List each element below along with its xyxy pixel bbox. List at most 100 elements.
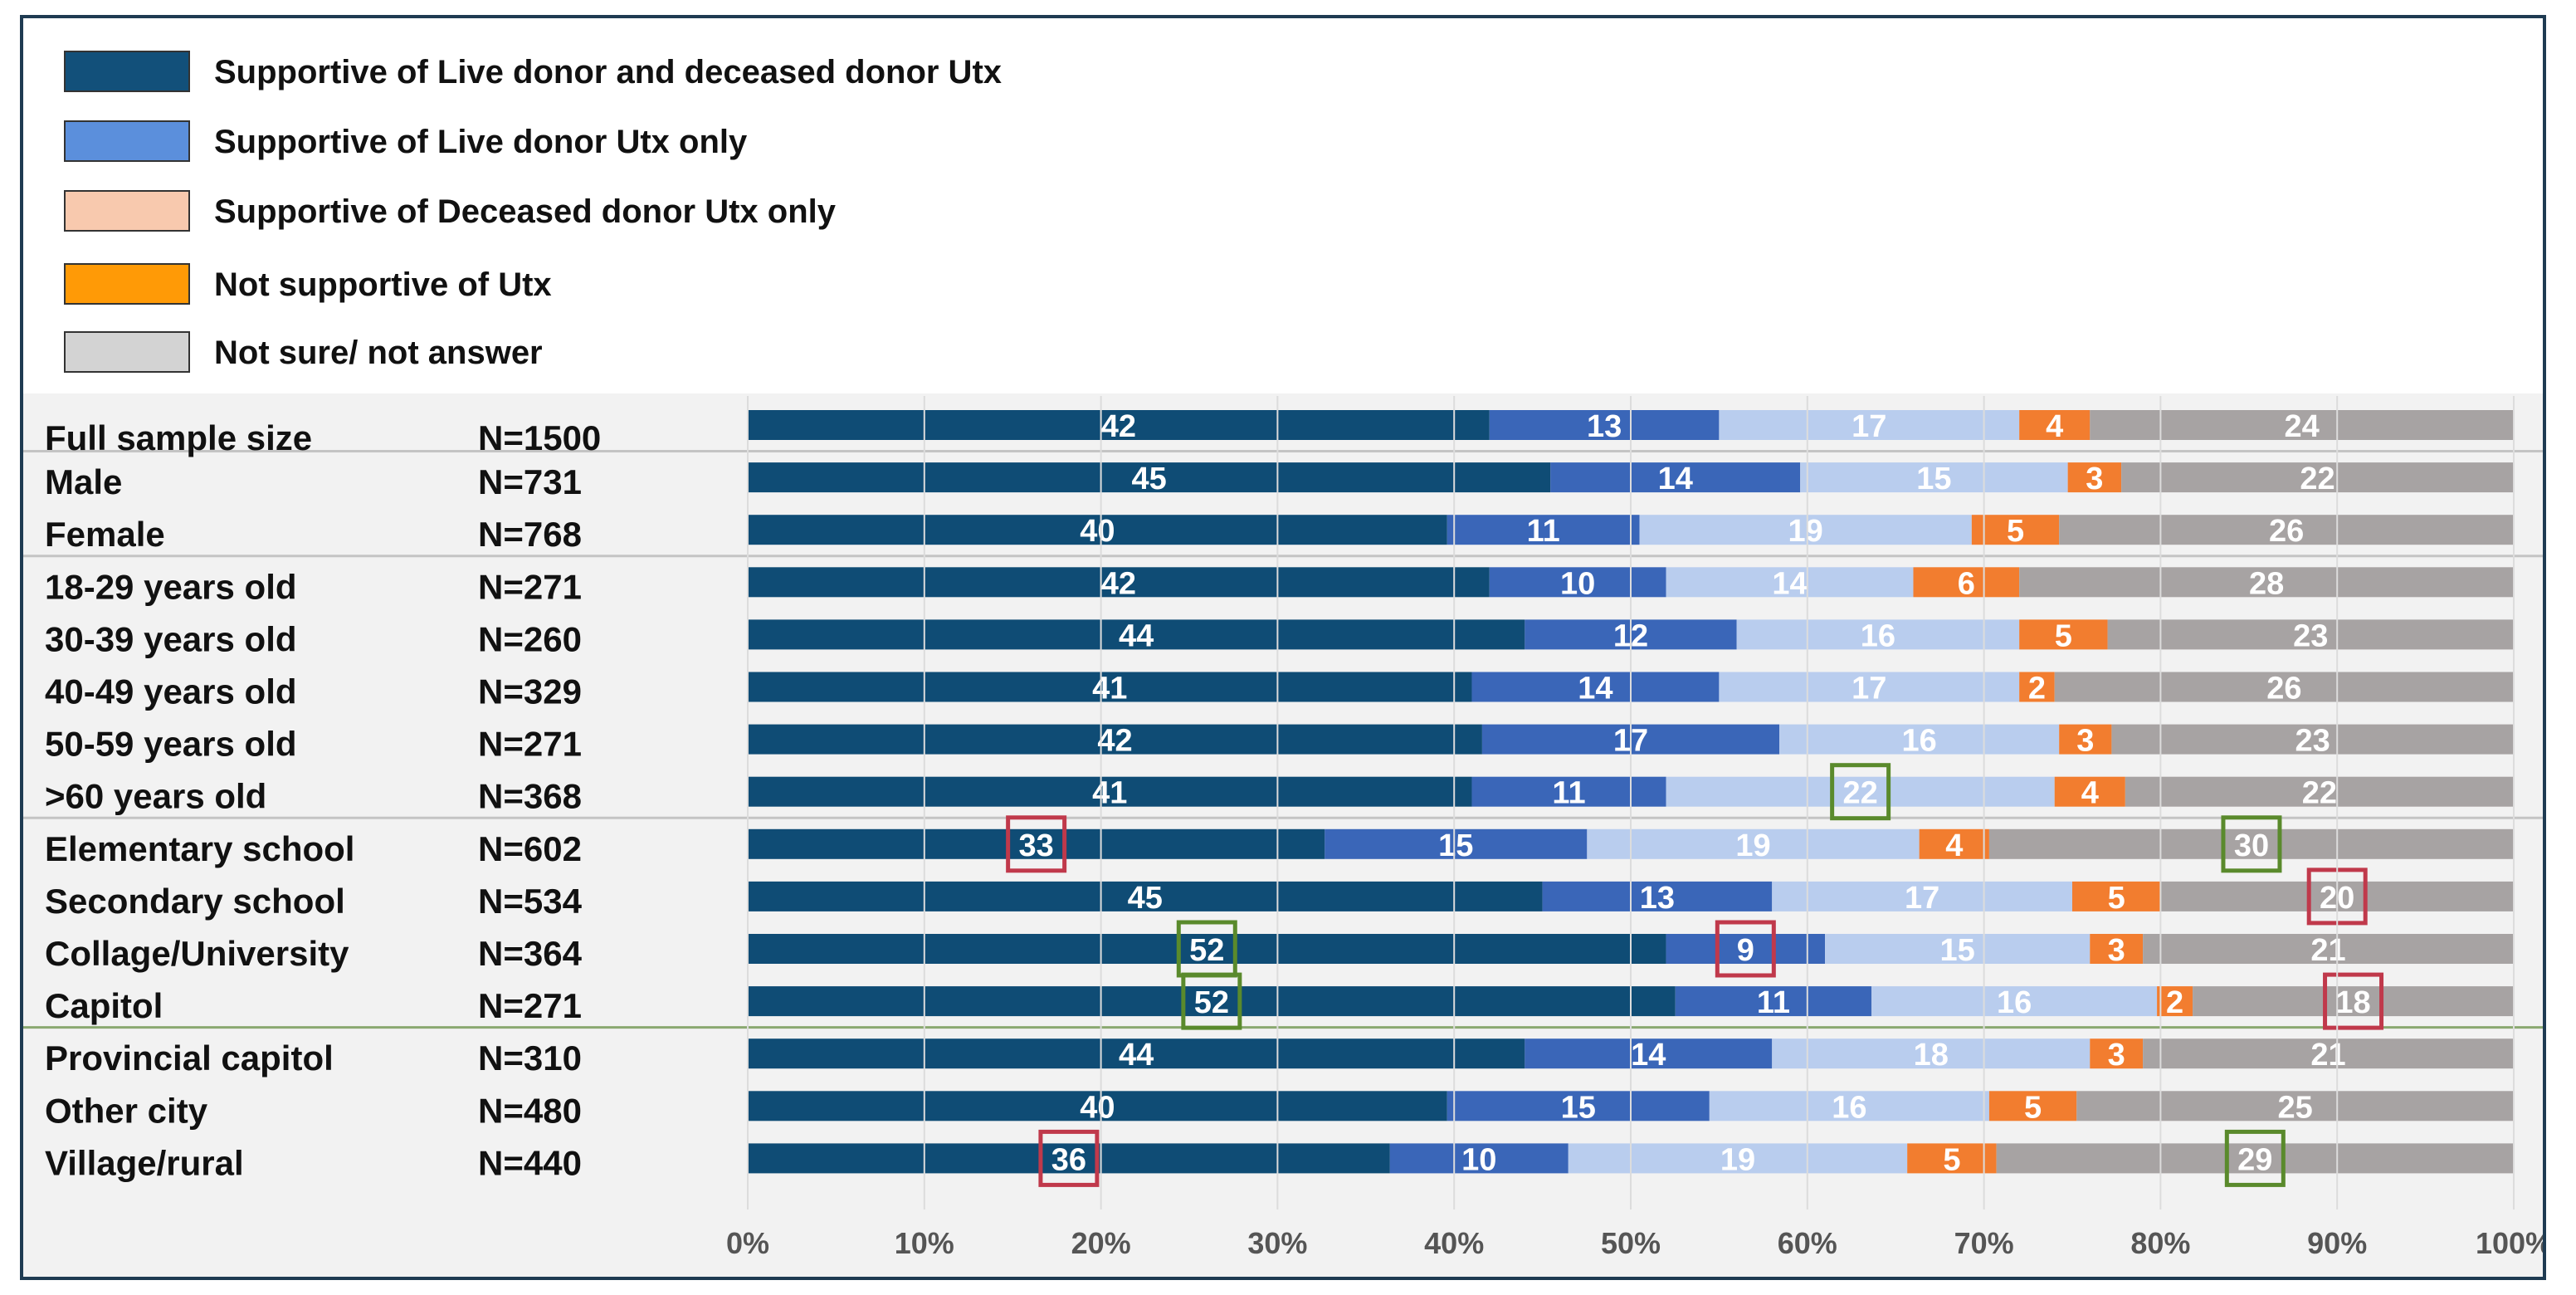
x-tick-label: 0% — [726, 1226, 769, 1260]
bar-value-label: 42 — [1101, 409, 1136, 444]
legend-swatch-2 — [64, 120, 190, 162]
row-n-elementary-school: N=602 — [478, 829, 582, 868]
x-tick-label: 20% — [1071, 1226, 1131, 1260]
bar-segment-60-years-old-s4 — [2054, 776, 2125, 807]
bar-value-label: 22 — [2302, 776, 2337, 811]
bar-value-label: 40 — [1080, 1090, 1115, 1125]
highlight-box — [1006, 815, 1067, 873]
bar-segment-male-s5 — [2121, 462, 2514, 493]
bar-segment-secondary-school-s3 — [1772, 881, 2072, 911]
bar-value-label: 23 — [2295, 724, 2330, 759]
bar-segment-50-59-years-old-s5 — [2111, 724, 2514, 755]
bar-value-label: 3 — [2076, 724, 2094, 759]
bar-value-label: 22 — [1842, 776, 1877, 811]
bar-segment-30-39-years-old-s1 — [748, 619, 1525, 650]
bar-value-label: 21 — [2310, 1038, 2345, 1073]
bar-value-label: 25 — [2277, 1090, 2312, 1125]
bar-value-label: 11 — [1757, 985, 1790, 1020]
row-label-60-years-old: >60 years old — [45, 777, 266, 816]
bar-segment-secondary-school-s2 — [1542, 881, 1773, 911]
legend-label-4: Not supportive of Utx — [214, 266, 552, 303]
bar-segment-30-39-years-old-s5 — [2107, 619, 2514, 650]
row-label-male: Male — [45, 462, 122, 501]
bar-value-label: 14 — [1631, 1038, 1666, 1073]
bar-segment-full-sample-size-s4 — [2019, 410, 2091, 440]
bar-value-label: 13 — [1587, 409, 1622, 444]
bar-value-label: 40 — [1080, 514, 1115, 549]
bar-value-label: 30 — [2234, 828, 2269, 863]
bar-value-label: 2 — [2028, 672, 2046, 706]
bar-segment-18-29-years-old-s1 — [748, 567, 1490, 598]
bar-value-label: 15 — [1916, 462, 1951, 496]
bar-segment-40-49-years-old-s2 — [1471, 672, 1720, 702]
bar-value-label: 18 — [1914, 1038, 1949, 1073]
legend-label-2: Supportive of Live donor Utx only — [214, 124, 748, 160]
bar-value-label: 52 — [1194, 985, 1229, 1020]
bar-value-label: 36 — [1051, 1142, 1086, 1177]
bar-segment-elementary-school-s2 — [1325, 828, 1588, 859]
bar-value-label: 14 — [1772, 566, 1807, 601]
bar-value-label: 15 — [1561, 1090, 1596, 1125]
bar-segment-provincial-capitol-s4 — [2090, 1038, 2144, 1069]
bar-segment-other-city-s2 — [1447, 1091, 1710, 1122]
legend-label-5: Not sure/ not answer — [214, 335, 543, 371]
bar-value-label: 52 — [1189, 933, 1224, 968]
bar-segment-full-sample-size-s1 — [748, 410, 1490, 440]
bar-segment-female-s5 — [2059, 515, 2514, 545]
x-tick-label: 90% — [2307, 1226, 2367, 1260]
row-label-village-rural: Village/rural — [45, 1143, 244, 1182]
bar-value-label: 26 — [2266, 672, 2301, 706]
highlight-box — [1181, 972, 1242, 1030]
highlight-box — [1038, 1129, 1100, 1187]
bar-value-label: 5 — [1943, 1142, 1960, 1177]
highlight-box — [2221, 815, 2282, 873]
bar-segment-village-rural-s2 — [1389, 1143, 1569, 1174]
bar-value-label: 42 — [1101, 566, 1136, 601]
bar-segment-collage-university-s3 — [1825, 934, 2091, 964]
bar-segment-60-years-old-s5 — [2125, 776, 2514, 807]
bar-segment-50-59-years-old-s4 — [2059, 724, 2112, 755]
bar-segment-provincial-capitol-s2 — [1525, 1038, 1773, 1069]
bar-value-label: 15 — [1940, 933, 1975, 968]
bar-value-label: 4 — [1945, 828, 1963, 863]
legend-swatch-4 — [64, 263, 190, 305]
row-label-40-49-years-old: 40-49 years old — [45, 672, 297, 711]
legend-swatch-5 — [64, 331, 190, 373]
bar-segment-elementary-school-s3 — [1587, 828, 1920, 859]
bar-value-label: 5 — [2108, 881, 2125, 916]
bar-segment-female-s4 — [1971, 515, 2060, 545]
bar-segment-40-49-years-old-s1 — [748, 672, 1472, 702]
x-tick-label: 60% — [1778, 1226, 1837, 1260]
highlight-box — [1715, 920, 1776, 978]
bar-segment-male-s3 — [1800, 462, 2068, 493]
bar-value-label: 2 — [2166, 985, 2183, 1020]
row-n-40-49-years-old: N=329 — [478, 672, 582, 711]
bar-segment-male-s1 — [748, 462, 1551, 493]
bar-segment-40-49-years-old-s5 — [2054, 672, 2514, 702]
bar-segment-secondary-school-s1 — [748, 881, 1543, 911]
row-label-capitol: Capitol — [45, 986, 163, 1025]
bar-segment-60-years-old-s3 — [1666, 776, 2055, 807]
bar-value-label: 16 — [1997, 985, 2032, 1020]
bar-value-label: 11 — [1552, 776, 1585, 811]
row-n-50-59-years-old: N=271 — [478, 725, 582, 764]
bar-value-label: 3 — [2108, 1038, 2125, 1073]
stacked-bar-chart: Supportive of Live donor and deceased do… — [23, 51, 2543, 1277]
bar-value-label: 41 — [1092, 776, 1127, 811]
bar-value-label: 6 — [1958, 566, 1975, 601]
bar-value-label: 4 — [2081, 776, 2099, 811]
bar-segment-village-rural-s1 — [748, 1143, 1390, 1174]
row-n-provincial-capitol: N=310 — [478, 1038, 582, 1078]
bar-value-label: 14 — [1658, 462, 1693, 496]
row-label-elementary-school: Elementary school — [45, 829, 354, 868]
bar-value-label: 23 — [2293, 618, 2328, 653]
x-tick-label: 30% — [1247, 1226, 1307, 1260]
legend-label-1: Supportive of Live donor and deceased do… — [214, 54, 1002, 90]
bar-value-label: 21 — [2310, 933, 2345, 968]
bar-segment-female-s3 — [1639, 515, 1972, 545]
bar-value-label: 17 — [1905, 881, 1939, 916]
x-tick-label: 50% — [1601, 1226, 1661, 1260]
bar-value-label: 16 — [1902, 724, 1937, 759]
bar-segment-18-29-years-old-s3 — [1666, 567, 1914, 598]
bar-segment-elementary-school-s1 — [748, 828, 1325, 859]
